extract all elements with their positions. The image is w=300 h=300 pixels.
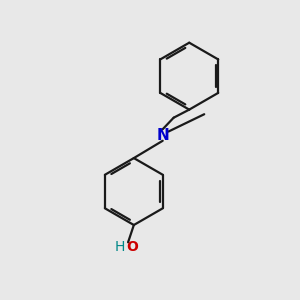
Text: N: N <box>156 128 169 142</box>
Text: H: H <box>115 240 125 254</box>
Text: O: O <box>126 240 138 254</box>
